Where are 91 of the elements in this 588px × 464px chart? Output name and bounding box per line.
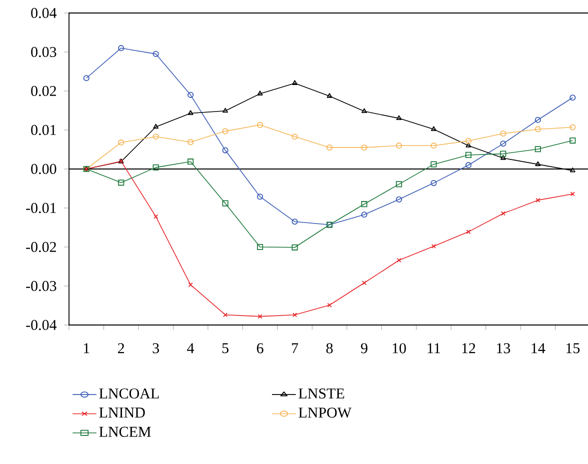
x-tick-label: 3 — [152, 343, 160, 354]
point — [292, 80, 298, 85]
point — [361, 201, 368, 208]
point — [500, 150, 506, 157]
point — [154, 214, 158, 219]
point — [152, 164, 159, 170]
point — [222, 147, 228, 154]
point — [188, 282, 193, 288]
point — [361, 144, 368, 151]
point — [361, 212, 368, 218]
point — [152, 134, 159, 140]
point — [431, 126, 436, 131]
point — [430, 142, 437, 149]
x-tick-label: 2 — [118, 343, 124, 354]
point — [465, 138, 472, 144]
point — [188, 139, 194, 146]
point — [396, 258, 402, 263]
point — [327, 302, 332, 308]
point — [534, 116, 541, 123]
x-tick-label: 4 — [187, 343, 194, 354]
point — [500, 130, 506, 137]
point — [258, 314, 262, 319]
point — [535, 161, 541, 166]
point — [500, 211, 506, 216]
y-tick-label: -0.01 — [26, 202, 56, 214]
legend-label: LNIND — [99, 408, 145, 418]
point — [153, 124, 159, 129]
point — [292, 312, 298, 318]
point — [118, 45, 124, 52]
x-tick-label: 8 — [326, 343, 333, 354]
point — [257, 90, 263, 96]
x-tick-label: 6 — [256, 343, 264, 354]
point — [362, 108, 367, 114]
point — [396, 115, 402, 120]
point — [223, 312, 228, 318]
point — [536, 198, 540, 202]
point — [222, 200, 228, 206]
point — [465, 162, 472, 168]
x-tick-label: 13 — [496, 343, 510, 354]
x-tick-label: 5 — [222, 343, 228, 354]
point — [118, 139, 124, 146]
x-tick-label: 9 — [360, 343, 368, 354]
y-tick-label: -0.03 — [26, 280, 56, 292]
y-tick-label: 0.00 — [31, 164, 56, 174]
y-tick-label: -0.04 — [26, 320, 57, 330]
point — [396, 196, 402, 202]
point — [256, 122, 264, 128]
legend-label: LNSTE — [298, 388, 344, 399]
point — [534, 146, 541, 152]
point — [396, 142, 402, 149]
point — [326, 93, 332, 98]
x-tick-label: 1 — [84, 343, 90, 354]
point — [465, 152, 472, 158]
point — [362, 280, 367, 286]
point — [534, 126, 541, 132]
y-tick-label: -0.02 — [26, 242, 56, 252]
y-tick-label: 0.01 — [31, 124, 56, 136]
y-tick-label: 0.02 — [31, 86, 56, 96]
x-tick-label: 12 — [462, 343, 476, 354]
point — [188, 158, 194, 165]
point — [292, 244, 298, 250]
point — [188, 92, 194, 98]
y-tick-label: 0.03 — [31, 46, 56, 58]
point — [292, 218, 298, 225]
x-tick-label: 14 — [532, 343, 546, 354]
x-tick-label: 11 — [428, 343, 440, 354]
x-tick-label: 10 — [392, 343, 406, 354]
point — [326, 144, 333, 151]
point — [430, 161, 437, 168]
legend-label: LNCEM — [99, 426, 151, 437]
point — [118, 180, 124, 186]
point — [188, 110, 194, 115]
point — [222, 108, 228, 113]
x-tick-label: 15 — [566, 343, 580, 354]
point — [466, 142, 472, 148]
x-tick-label: 7 — [292, 343, 298, 354]
point — [500, 140, 506, 147]
point — [466, 230, 471, 234]
point — [292, 134, 298, 140]
point — [152, 50, 159, 58]
point — [570, 137, 576, 144]
point — [500, 155, 506, 160]
y-tick-label: 0.04 — [31, 8, 57, 18]
point — [430, 180, 437, 186]
point — [431, 244, 436, 249]
point — [256, 194, 264, 200]
legend-label: LNCOAL — [99, 388, 159, 399]
legend-label: LNPOW — [298, 408, 352, 418]
point — [396, 181, 402, 188]
point — [222, 128, 228, 134]
point — [256, 244, 264, 250]
